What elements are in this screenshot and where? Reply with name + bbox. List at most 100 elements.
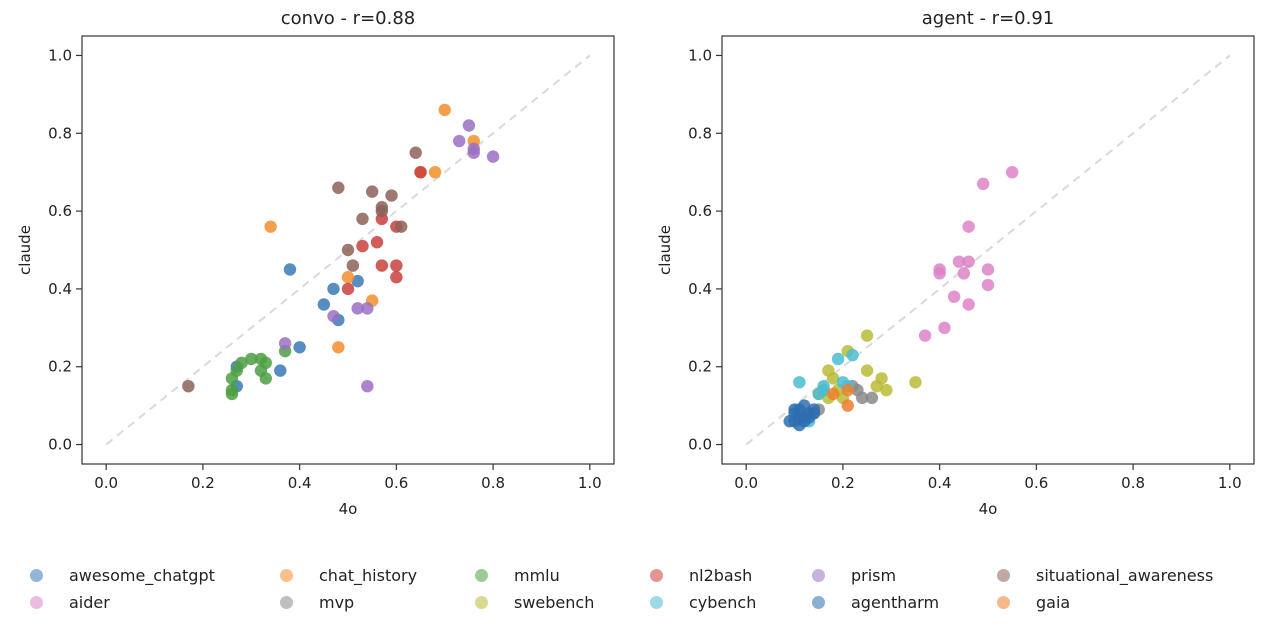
data-point	[817, 383, 830, 397]
y-axis-label: claude	[16, 225, 34, 275]
chart-title: convo - r=0.88	[281, 8, 415, 29]
legend-item-mmlu: mmlu	[475, 563, 560, 587]
series-mmlu	[225, 344, 292, 401]
data-point	[880, 383, 893, 397]
data-point	[317, 298, 331, 311]
data-point	[385, 189, 398, 202]
data-point	[865, 391, 879, 405]
data-point	[375, 204, 389, 218]
x-tick-label: 0.2	[831, 474, 855, 492]
data-point	[361, 302, 374, 315]
x-axis-label: 4o	[979, 500, 998, 518]
data-point	[486, 150, 500, 163]
y-tick-label: 0.4	[688, 280, 712, 298]
x-tick-label: 0.0	[94, 474, 118, 492]
data-point	[293, 341, 306, 354]
x-axis-label: 4o	[339, 500, 358, 518]
legend-marker	[280, 568, 293, 582]
legend-item-mvp: mvp	[280, 590, 354, 614]
chart-panel-convo: convo - r=0.88 0.0 0.2 0.4 0.6 0.8 1.0 0.0 0.2 0.…	[16, 8, 615, 518]
y-axis-label: claude	[656, 225, 674, 275]
data-point	[428, 165, 442, 179]
legend-label: situational_awareness	[1036, 565, 1214, 585]
data-point	[981, 278, 995, 292]
data-point	[962, 255, 975, 268]
data-point	[356, 239, 369, 253]
data-point	[395, 220, 408, 233]
series-agentharm	[783, 399, 821, 432]
y-tick-label: 0.8	[48, 124, 72, 142]
series-nl2bash	[341, 165, 427, 296]
x-tick-label: 0.4	[288, 474, 312, 492]
y-tick-label: 0.6	[688, 202, 712, 220]
legend-marker	[997, 595, 1010, 609]
data-point	[259, 372, 272, 385]
data-point	[453, 134, 466, 148]
legend-label: swebench	[514, 592, 595, 612]
data-point	[962, 220, 975, 233]
data-point	[870, 379, 883, 393]
data-point	[827, 387, 840, 401]
x-tick-label: 0.0	[734, 474, 758, 492]
legend-marker	[650, 568, 663, 582]
chart-title: agent - r=0.91	[922, 8, 1055, 29]
data-point	[467, 146, 480, 159]
data-point	[976, 177, 990, 191]
legend-label: prism	[851, 565, 897, 585]
data-point	[962, 298, 975, 311]
data-point	[375, 259, 389, 272]
legend-marker	[475, 568, 488, 582]
data-point	[327, 282, 340, 296]
data-point	[361, 379, 374, 393]
data-point	[370, 236, 384, 249]
data-point	[783, 415, 796, 428]
legend-label: mvp	[319, 592, 355, 612]
legend-label: mmlu	[514, 565, 560, 585]
data-point	[952, 255, 966, 268]
data-point	[807, 407, 821, 420]
data-point	[351, 274, 364, 288]
data-point	[409, 146, 422, 159]
data-point	[1005, 165, 1019, 179]
legend-marker	[997, 568, 1010, 582]
legend-item-gaia: gaia	[997, 590, 1070, 614]
data-point	[274, 364, 287, 377]
y-tick-label: 0.0	[48, 436, 72, 454]
legend-item-prism: prism	[812, 563, 896, 587]
reference-line	[745, 54, 1231, 446]
data-point	[831, 352, 845, 366]
x-tick-label: 1.0	[578, 474, 602, 492]
data-point	[182, 379, 195, 393]
legend: awesome_chatgpt chat_history mmlu nl2bas…	[0, 558, 1272, 618]
data-point	[846, 348, 859, 362]
series-aider	[918, 165, 1019, 342]
data-point	[390, 271, 403, 284]
legend-label: aider	[69, 592, 110, 612]
data-point	[788, 403, 801, 416]
x-tick-label: 0.4	[928, 474, 952, 492]
data-point	[225, 387, 239, 401]
data-point	[793, 418, 806, 432]
legend-marker	[30, 595, 43, 609]
data-point	[909, 376, 922, 389]
data-point	[341, 243, 355, 257]
x-tick-label: 0.2	[191, 474, 215, 492]
data-point	[918, 329, 932, 342]
legend-label: nl2bash	[689, 565, 753, 585]
data-point	[462, 119, 476, 132]
x-tick-label: 0.6	[1024, 474, 1048, 492]
legend-label: agentharm	[851, 592, 940, 612]
data-point	[245, 352, 258, 366]
legend-label: chat_history	[319, 565, 418, 585]
legend-item-aider: aider	[30, 590, 110, 614]
x-tick-label: 0.8	[481, 474, 505, 492]
data-point	[438, 103, 451, 117]
legend-item-swebench: swebench	[475, 590, 594, 614]
data-point	[365, 185, 379, 198]
data-point	[264, 220, 277, 233]
data-point	[414, 165, 427, 179]
y-tick-label: 0.6	[48, 202, 72, 220]
data-point	[860, 329, 874, 342]
legend-item-agentharm: agentharm	[812, 590, 939, 614]
